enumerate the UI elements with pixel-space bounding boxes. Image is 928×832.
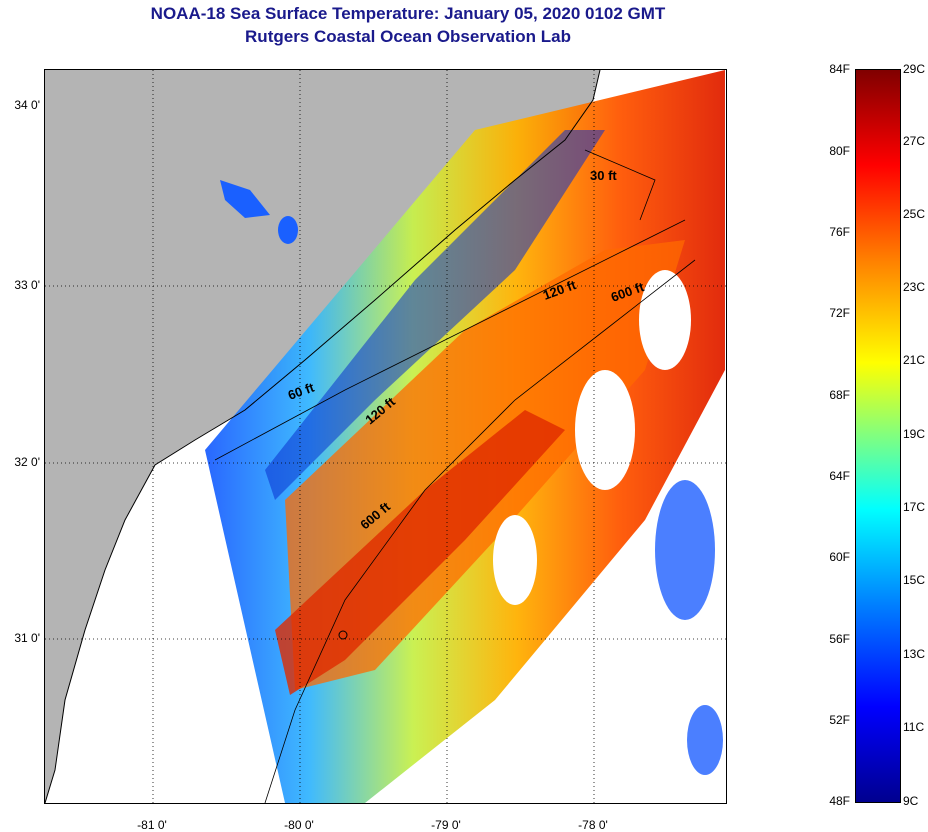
isobath-600ft [264, 259, 696, 803]
lon-label-80: -80 0' [284, 818, 314, 832]
colorbar-f-48: 48F [829, 794, 850, 808]
colorbar-c-25: 25C [903, 207, 926, 221]
colorbar-f-52: 52F [829, 713, 850, 727]
lon-label-79: -79 0' [431, 818, 461, 832]
colorbar-c-11: 11C [903, 720, 925, 734]
colorbar-c-15: 15C [903, 573, 926, 587]
lat-label-33: 33 0' [14, 278, 40, 292]
isobath-30ft [584, 149, 656, 221]
colorbar-f-84: 84F [829, 62, 850, 76]
buoy-marker [338, 630, 348, 640]
colorbar-f-68: 68F [829, 388, 850, 402]
lat-label-32: 32 0' [14, 455, 40, 469]
colorbar-c-23: 23C [903, 280, 926, 294]
isobath-120ft [214, 219, 686, 461]
colorbar-c-29: 29C [903, 62, 926, 76]
lon-label-81: -81 0' [137, 818, 167, 832]
lon-label-78: -78 0' [578, 818, 608, 832]
colorbar-f-64: 64F [829, 469, 850, 483]
lat-label-31: 31 0' [14, 631, 40, 645]
sst-map-canvas: 30 ft 120 ft 600 ft 60 ft 120 ft 600 ft [45, 70, 726, 803]
colorbar-f-80: 80F [829, 144, 850, 158]
colorbar-f-56: 56F [829, 632, 850, 646]
temperature-colorbar [855, 69, 901, 803]
sst-map: 30 ft 120 ft 600 ft 60 ft 120 ft 600 ft [44, 69, 727, 804]
colorbar-f-60: 60F [829, 550, 850, 564]
colorbar-c-13: 13C [903, 647, 926, 661]
colorbar-c-19: 19C [903, 427, 926, 441]
map-title: NOAA-18 Sea Surface Temperature: January… [150, 4, 666, 23]
colorbar-f-72: 72F [829, 306, 850, 320]
land-mass [45, 70, 600, 803]
coastline [45, 70, 601, 803]
sst-cold-band [265, 130, 605, 500]
lat-label-34: 34 0' [14, 98, 40, 112]
colorbar-c-9: 9C [903, 794, 919, 808]
colorbar-f-76: 76F [829, 225, 850, 239]
lake-marion [220, 180, 270, 218]
colorbar-c-21: 21C [903, 353, 926, 367]
colorbar-c-17: 17C [903, 500, 926, 514]
colorbar-c-27: 27C [903, 134, 926, 148]
isobath-label-30ft-top: 30 ft [590, 168, 617, 183]
sst-swath-core [275, 410, 565, 695]
map-subtitle: Rutgers Coastal Ocean Observation Lab [245, 27, 571, 46]
